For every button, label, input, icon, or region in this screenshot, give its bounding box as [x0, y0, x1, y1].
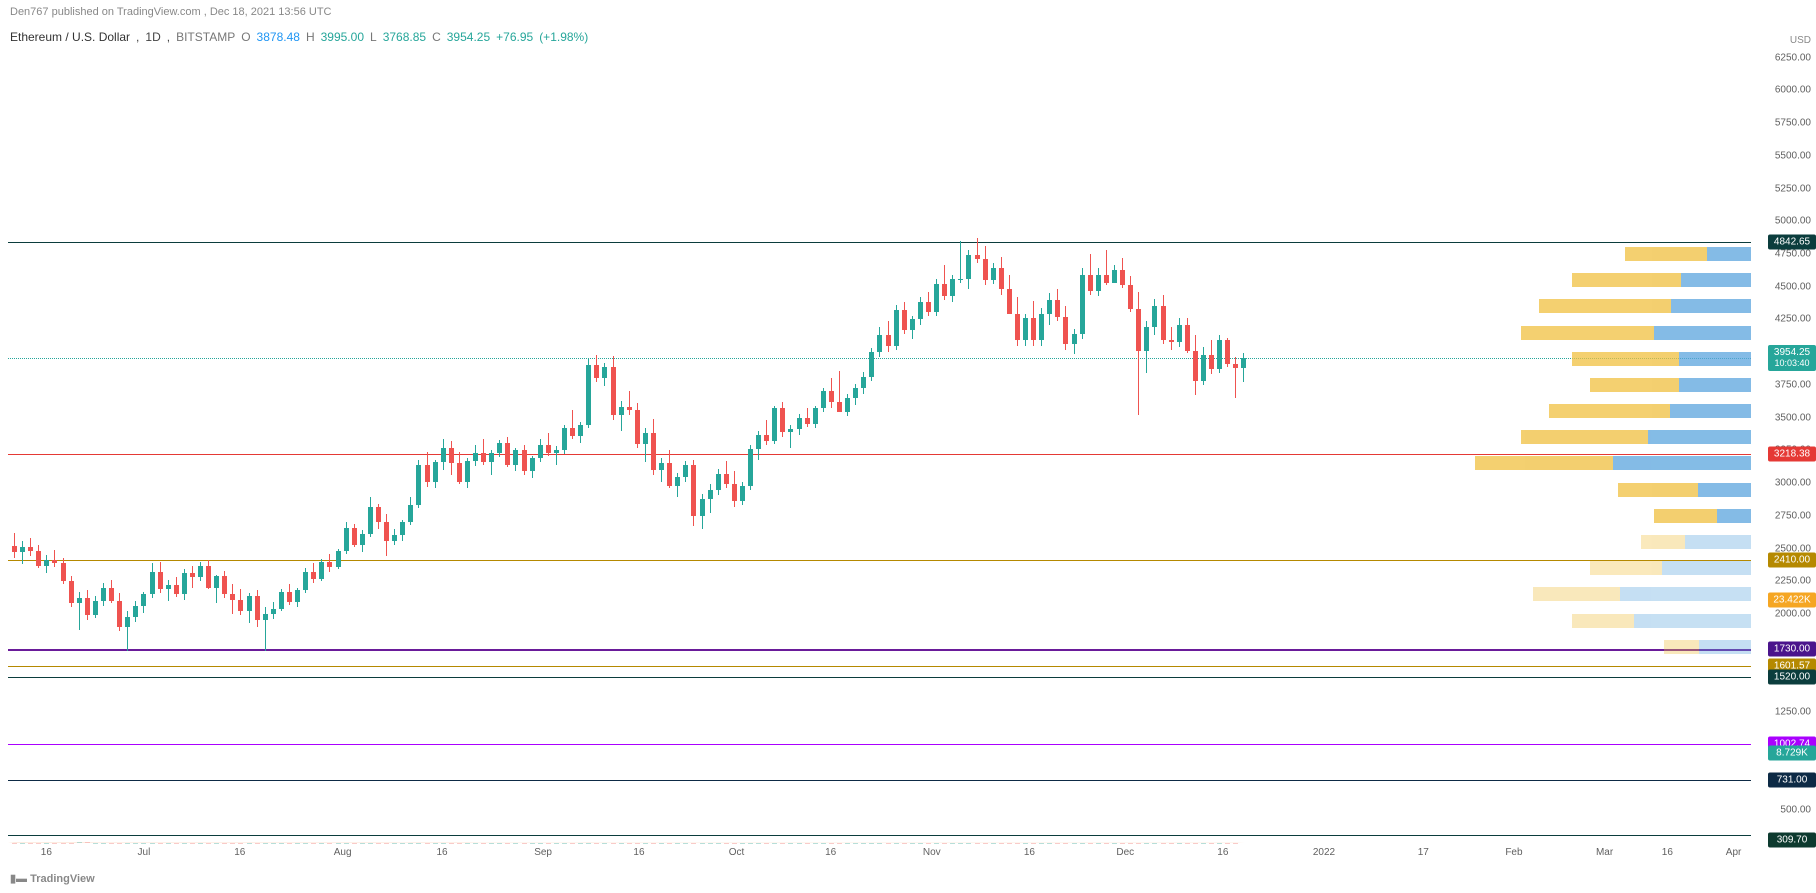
volume-profile-bar[interactable]	[1664, 640, 1751, 654]
price-line-label: 3218.38	[1768, 447, 1816, 462]
volume-profile-bar[interactable]	[1625, 247, 1752, 261]
price-line[interactable]	[8, 835, 1751, 836]
site-link[interactable]: TradingView.com	[117, 6, 201, 18]
price-tick: 4750.00	[1775, 249, 1811, 260]
volume-label: 8.729K	[1768, 745, 1816, 760]
volume-profile-bar[interactable]	[1539, 299, 1751, 313]
price-line[interactable]	[8, 677, 1751, 678]
time-tick: Oct	[729, 847, 745, 858]
volume-profile-bar[interactable]	[1475, 456, 1751, 470]
tradingview-logo[interactable]: ▮▬ TradingView	[10, 872, 95, 885]
price-tick: 2750.00	[1775, 510, 1811, 521]
price-tick: 5750.00	[1775, 118, 1811, 129]
volume-profile-bar[interactable]	[1572, 614, 1751, 628]
pub-date: Dec 18, 2021 13:56 UTC	[210, 6, 332, 18]
time-axis[interactable]: 16 Jul 16 Aug 16 Sep 16 Oct 16 Nov 16 Dec 16 2022 17 Fe…	[8, 845, 1751, 863]
price-line[interactable]	[8, 242, 1751, 243]
volume-profile-bar[interactable]	[1641, 535, 1751, 549]
time-tick: Jul	[138, 847, 151, 858]
price-tick: 5500.00	[1775, 150, 1811, 161]
price-line-label: 3954.2510:03:40	[1768, 345, 1816, 371]
price-tick: 3000.00	[1775, 478, 1811, 489]
price-line[interactable]	[8, 560, 1751, 561]
time-tick: 16	[633, 847, 644, 858]
author: Den767	[10, 6, 49, 18]
price-line-label: 1520.00	[1768, 669, 1816, 684]
time-tick: 17	[1418, 847, 1429, 858]
price-line[interactable]	[8, 358, 1751, 359]
time-tick: 16	[825, 847, 836, 858]
price-line-label: 1730.00	[1768, 642, 1816, 657]
time-tick: 16	[436, 847, 447, 858]
volume-profile-bar[interactable]	[1521, 430, 1751, 444]
price-axis[interactable]: USD 6250.00 6000.00 5750.00 5500.00 5250.00 5…	[1756, 25, 1816, 843]
volume-profile-bar[interactable]	[1521, 326, 1751, 340]
price-tick: 5250.00	[1775, 183, 1811, 194]
price-tick: 5000.00	[1775, 216, 1811, 227]
time-tick: Mar	[1596, 847, 1613, 858]
price-tick: 6000.00	[1775, 85, 1811, 96]
volume-label: 309.70	[1768, 832, 1816, 847]
time-tick: 16	[41, 847, 52, 858]
price-line[interactable]	[8, 666, 1751, 667]
time-tick: Aug	[334, 847, 352, 858]
time-tick: Feb	[1505, 847, 1522, 858]
volume-profile-bar[interactable]	[1654, 509, 1751, 523]
price-line[interactable]	[8, 744, 1751, 745]
publication-header: Den767 published on TradingView.com , De…	[10, 6, 332, 18]
price-line-label: 4842.65	[1768, 234, 1816, 249]
time-tick: 16	[1024, 847, 1035, 858]
price-tick: 3500.00	[1775, 412, 1811, 423]
volume-profile-bar[interactable]	[1549, 404, 1751, 418]
price-line-label: 731.00	[1768, 773, 1816, 788]
time-tick: 16	[1217, 847, 1228, 858]
volume-profile-bar[interactable]	[1572, 273, 1751, 287]
time-tick: Dec	[1116, 847, 1134, 858]
time-tick: Nov	[923, 847, 941, 858]
volume-profile-bar[interactable]	[1590, 378, 1751, 392]
volume-bar	[85, 842, 90, 843]
volume-profile-bar[interactable]	[1533, 587, 1752, 601]
volume-profile-bar[interactable]	[1590, 561, 1751, 575]
price-tick: 3750.00	[1775, 379, 1811, 390]
time-tick: Sep	[534, 847, 552, 858]
price-tick: 1250.00	[1775, 707, 1811, 718]
time-tick: 16	[1662, 847, 1673, 858]
axis-unit: USD	[1790, 35, 1811, 46]
volume-bar	[77, 842, 82, 843]
price-line[interactable]	[8, 649, 1751, 651]
time-tick: 16	[234, 847, 245, 858]
price-tick: 2000.00	[1775, 608, 1811, 619]
volume-profile-bar[interactable]	[1618, 483, 1751, 497]
price-tick: 4250.00	[1775, 314, 1811, 325]
price-tick: 6250.00	[1775, 52, 1811, 63]
price-tick: 4500.00	[1775, 281, 1811, 292]
price-tick: 500.00	[1780, 805, 1811, 816]
volume-bar	[263, 843, 268, 844]
price-line[interactable]	[8, 454, 1751, 455]
price-chart[interactable]	[8, 25, 1751, 843]
time-tick: Apr	[1726, 847, 1742, 858]
price-line-label: 2410.00	[1768, 553, 1816, 568]
volume-label: 23.422K	[1768, 593, 1816, 608]
price-line[interactable]	[8, 780, 1751, 781]
volume-profile-bar[interactable]	[1572, 352, 1751, 366]
price-tick: 2250.00	[1775, 576, 1811, 587]
time-tick: 2022	[1313, 847, 1335, 858]
